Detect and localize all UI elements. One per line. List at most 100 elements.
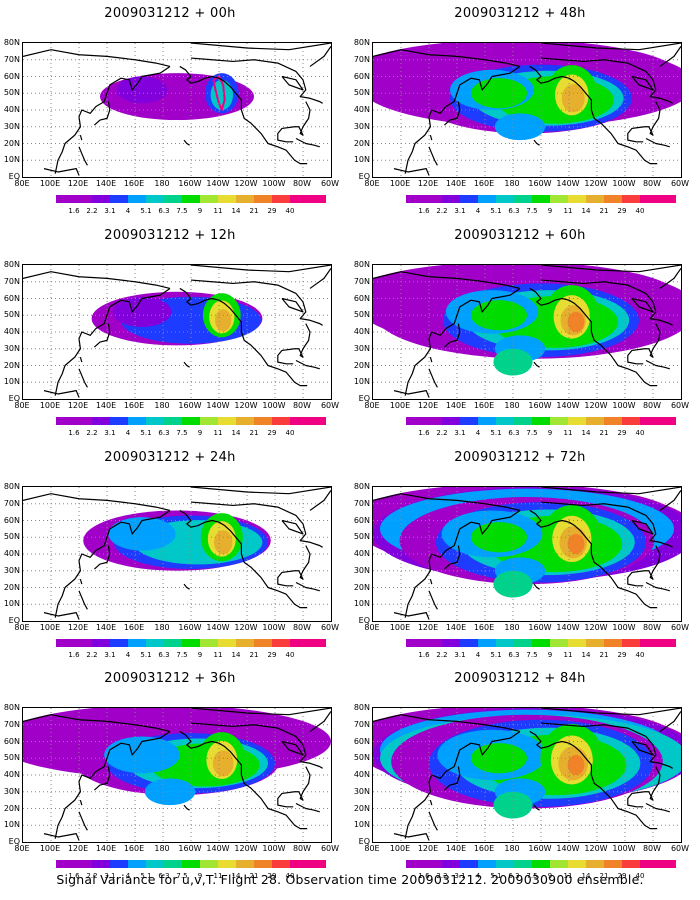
colorbar-swatch [236, 417, 254, 425]
latitude-label: 10N [353, 820, 370, 830]
longitude-label: 80W [642, 179, 662, 188]
colorbar-level-label: 1.6 [418, 429, 430, 437]
colorbar-level-label: 2.2 [436, 207, 448, 215]
longitude-label: 180 [154, 401, 170, 410]
colorbar-level-label: 11 [563, 872, 573, 880]
colorbar-level-label: 11 [563, 651, 573, 659]
longitude-label: 180 [504, 401, 520, 410]
colorbar-level-label: 11 [213, 429, 223, 437]
longitude-label: 80W [642, 623, 662, 632]
colorbar-level-label: 3.1 [454, 872, 466, 880]
colorbar-level-label: 6.3 [508, 651, 520, 659]
forecast-panel: 2009031212 + 24h 80N 70N 60N 50N 40N 30N 20N 10N… [0, 444, 340, 659]
latitude-label: 70N [353, 719, 370, 729]
latitude-label: 30N [3, 786, 20, 796]
colorbar-level-label: 7.5 [176, 651, 188, 659]
colorbar-level-label: 9 [197, 872, 203, 880]
colorbar-swatch [406, 195, 424, 203]
colorbar-level-label: 1.6 [68, 872, 80, 880]
colorbar-level-label: 3.1 [454, 429, 466, 437]
longitude-label: 100E [39, 844, 61, 853]
colorbar-swatch [254, 639, 272, 647]
latitude-label: 70N [3, 276, 20, 286]
colorbar-swatch [236, 195, 254, 203]
colorbar-swatch [622, 860, 640, 868]
latitude-label: 80N [353, 38, 370, 47]
longitude-label: 160E [473, 179, 495, 188]
signal-variance-contour [567, 754, 585, 775]
colorbar-swatch [110, 417, 128, 425]
colorbar-swatch [658, 860, 676, 868]
colorbar-swatch [604, 195, 622, 203]
panel-title: 2009031212 + 60h [454, 228, 586, 243]
colorbar-swatch [290, 417, 308, 425]
latitude-label: 20N [3, 803, 20, 813]
longitude-label: 140W [206, 401, 230, 410]
forecast-panel: 2009031212 + 84h 80N 70N 60N 50N 40N 30N 20N 10N… [350, 665, 690, 880]
forecast-panel: 2009031212 + 00h 80N 70N 60N 50N 40N 30N 20N 10N… [0, 0, 340, 215]
latitude-label: 50N [353, 753, 370, 763]
colorbar-swatch [146, 417, 164, 425]
panel-title: 2009031212 + 00h [104, 6, 236, 21]
panel-title: 2009031212 + 36h [104, 671, 236, 686]
latitude-label: 20N [353, 803, 370, 813]
colorbar-level-label: 11 [563, 207, 573, 215]
colorbar-level-label: 4 [475, 651, 481, 659]
longitude-label: 100E [39, 179, 61, 188]
longitude-label: 160E [123, 844, 145, 853]
variance-map [22, 264, 332, 400]
signal-variance-contour [471, 300, 527, 331]
colorbar-swatch [622, 417, 640, 425]
colorbar-swatch [92, 195, 110, 203]
longitude-label: 180 [504, 844, 520, 853]
colorbar-swatch [128, 860, 146, 868]
latitude-label: 50N [3, 310, 20, 320]
latitude-label: 20N [3, 138, 20, 148]
colorbar-swatch [586, 195, 604, 203]
longitude-label: 160E [473, 401, 495, 410]
longitude-label: 60W [670, 401, 690, 410]
colorbar-swatch [110, 639, 128, 647]
latitude-label: 10N [3, 599, 20, 609]
signal-variance-contour [213, 530, 233, 555]
colorbar-swatch [496, 639, 514, 647]
longitude-label: 60W [320, 623, 340, 632]
variance-map [372, 42, 682, 178]
colorbar-level-label: 6.3 [158, 872, 170, 880]
colorbar-level-label: 11 [213, 872, 223, 880]
variance-map [372, 486, 682, 622]
colorbar-level-label: 5.1 [140, 872, 152, 880]
longitude-label: 80W [292, 179, 312, 188]
colorbar-swatch [308, 860, 326, 868]
colorbar-swatch [514, 639, 532, 647]
signal-variance-contour [561, 84, 585, 113]
colorbar-level-label: 9 [547, 207, 553, 215]
colorbar-level-label: 5.1 [140, 651, 152, 659]
colorbar-level-label: 6.3 [508, 207, 520, 215]
panel-title: 2009031212 + 72h [454, 450, 586, 465]
colorbar-level-label: 14 [231, 207, 241, 215]
signal-variance-contour [471, 522, 527, 553]
latitude-label: 70N [3, 498, 20, 508]
colorbar-level-label: 40 [285, 207, 295, 215]
colorbar-level-label: 40 [285, 651, 295, 659]
colorbar [406, 195, 676, 203]
longitude-label: 100W [262, 844, 286, 853]
longitude-label: 120W [584, 401, 608, 410]
forecast-panel: 2009031212 + 36h 80N 70N 60N 50N 40N 30N 20N 10N… [0, 665, 340, 880]
longitude-label: 160E [123, 401, 145, 410]
colorbar-swatch [308, 417, 326, 425]
longitude-label: 100W [612, 844, 636, 853]
colorbar-level-label: 14 [581, 651, 591, 659]
longitude-label: 100E [389, 844, 411, 853]
longitude-label: 80E [14, 623, 30, 632]
latitude-label: 20N [353, 360, 370, 370]
signal-variance-contour [493, 791, 533, 819]
longitude-label: 140E [95, 179, 117, 188]
colorbar-swatch [110, 860, 128, 868]
longitude-label: 140W [556, 401, 580, 410]
latitude-label: 20N [353, 138, 370, 148]
colorbar-level-label: 1.6 [418, 207, 430, 215]
latitude-label: 70N [353, 498, 370, 508]
latitude-label: 80N [3, 703, 20, 712]
